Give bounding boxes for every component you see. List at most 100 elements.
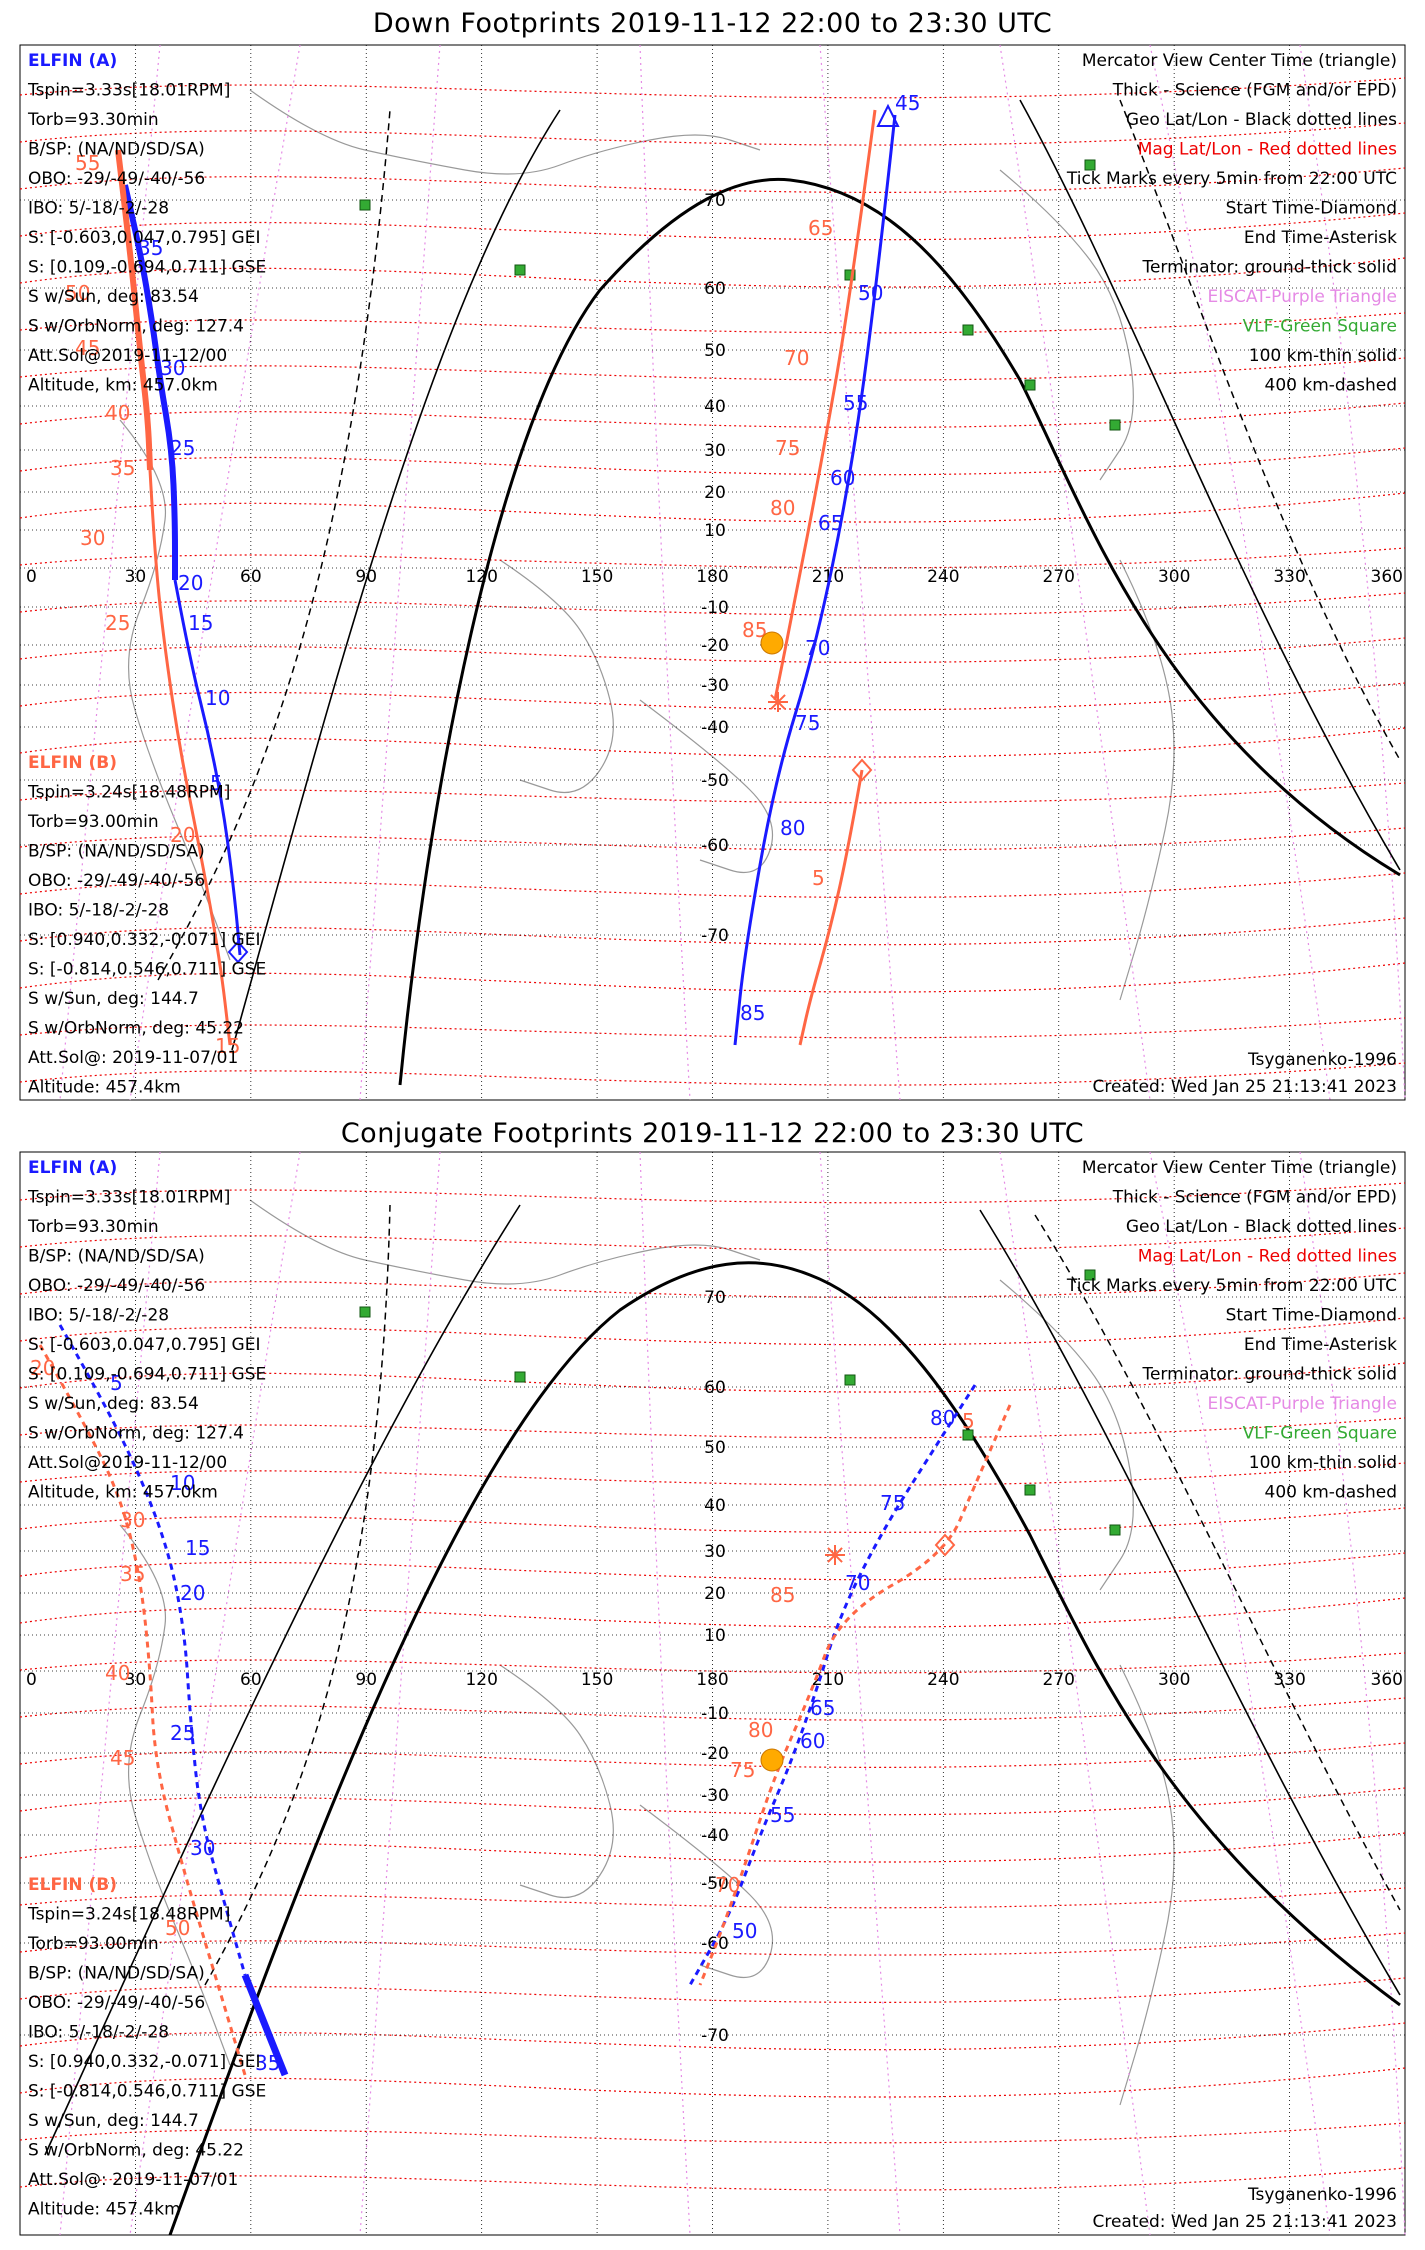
lon-label: 240 xyxy=(927,1670,959,1690)
mag-lat-line xyxy=(19,682,1406,711)
elfin-b-tick-label: 70 xyxy=(784,346,809,370)
mag-lat-line xyxy=(19,917,1406,946)
terminator-400km-line xyxy=(204,1204,391,1986)
lon-label: 90 xyxy=(355,1670,377,1690)
legend-line: Mercator View Center Time (triangle) xyxy=(1082,1158,1397,1178)
legend-line: 100 km-thin solid xyxy=(1249,1453,1397,1473)
mag-lon-line xyxy=(359,44,441,1101)
elfin-a-info-line: IBO: 5/-18/-2/-28 xyxy=(28,199,169,219)
panel-title: Conjugate Footprints 2019-11-12 22:00 to… xyxy=(340,1118,1085,1149)
lat-label: -70 xyxy=(701,2026,729,2046)
lat-label: -30 xyxy=(701,1786,729,1806)
elfin-b-tick-label: 75 xyxy=(730,1758,755,1782)
lat-label: -20 xyxy=(701,1744,729,1764)
elfin-b-tick-label: 75 xyxy=(775,436,800,460)
elfin-b-tick-label: 55 xyxy=(75,151,100,175)
terminator-ground-line xyxy=(168,1261,1401,2236)
lon-label: 30 xyxy=(125,1670,147,1690)
elfin-a-tick-label: 50 xyxy=(732,1919,757,1943)
elfin-a-info-line: OBO: -29/-49/-40/-56 xyxy=(28,169,205,189)
coastline xyxy=(639,1804,774,1979)
mag-lat-line xyxy=(19,1017,1406,1039)
legend-line: End Time-Asterisk xyxy=(1244,1335,1397,1355)
lat-label: 10 xyxy=(704,1626,726,1646)
elfin-a-info-line: Att.Sol@2019-11-12/00 xyxy=(28,1453,227,1473)
legend-line: Thick - Science (FGM and/or EPD) xyxy=(1112,1188,1397,1208)
legend-line: Thick - Science (FGM and/or EPD) xyxy=(1112,81,1397,101)
subsolar-sun-icon xyxy=(760,631,784,655)
legend-line: EISCAT-Purple Triangle xyxy=(1207,287,1397,307)
coastline xyxy=(1119,1664,1175,2106)
lon-label: 300 xyxy=(1158,567,1190,587)
elfin-a-track xyxy=(122,184,178,580)
legend-line: Start Time-Diamond xyxy=(1226,199,1397,219)
view-center-triangle xyxy=(876,103,900,127)
elfin-b-tick-label: 45 xyxy=(110,1746,135,1770)
created-timestamp: Created: Wed Jan 25 21:13:41 2023 xyxy=(1092,2212,1397,2232)
legend-line: Start Time-Diamond xyxy=(1226,1306,1397,1326)
mag-lon-line xyxy=(59,44,161,1101)
lon-label: 180 xyxy=(696,1670,728,1690)
mag-lat-line xyxy=(19,1742,1406,1768)
elfin-b-tick-label: 35 xyxy=(110,456,135,480)
coastline xyxy=(119,1524,231,2066)
elfin-a-tick-label: 55 xyxy=(770,1803,795,1827)
legend-line: VLF-Green Square xyxy=(1243,317,1397,337)
elfin-a-info-line: B/SP: (NA/ND/SD/SA) xyxy=(28,140,205,160)
legend-line: Tick Marks every 5min from 22:00 UTC xyxy=(1066,169,1397,189)
mag-lat-line xyxy=(19,637,1406,663)
model-label: Tsyganenko-1996 xyxy=(1247,1050,1397,1070)
elfin-b-info-line: Tspin=3.24s[18.48RPM] xyxy=(27,1905,230,1925)
elfin-b-info-line: OBO: -29/-49/-40/-56 xyxy=(28,871,205,891)
mag-lat-line xyxy=(19,492,1406,523)
lon-label: 120 xyxy=(465,1670,497,1690)
lat-label: 40 xyxy=(704,397,726,417)
elfin-a-info-line: B/SP: (NA/ND/SD/SA) xyxy=(28,1247,205,1267)
mag-lat-line xyxy=(19,1227,1406,1251)
terminator-100km-line xyxy=(979,1209,1401,1996)
mag-lat-line xyxy=(19,257,1406,288)
elfin-b-info-line: S: [-0.814,0.546,0.711] GSE xyxy=(28,2082,266,2102)
coastline xyxy=(999,169,1134,481)
mag-lat-line xyxy=(19,2167,1406,2191)
mag-lat-line xyxy=(19,167,1406,193)
elfin-a-track xyxy=(241,1973,289,2077)
elfin-b-heading: ELFIN (B) xyxy=(28,753,117,773)
elfin-a-info-line: Tspin=3.33s[18.01RPM] xyxy=(27,1188,230,1208)
mag-lat-line xyxy=(19,122,1406,146)
legend-line: 100 km-thin solid xyxy=(1249,346,1397,366)
elfin-a-tick-label: 15 xyxy=(188,611,213,635)
vlf-station-marker xyxy=(1084,159,1096,171)
elfin-a-tick-label: 25 xyxy=(170,436,195,460)
vlf-station-marker xyxy=(359,199,371,211)
mag-lat-line xyxy=(19,2122,1406,2144)
mag-lat-line xyxy=(19,872,1406,898)
mag-lat-line xyxy=(19,547,1406,569)
lat-label: 20 xyxy=(704,483,726,503)
mag-lat-line xyxy=(19,1317,1406,1346)
elfin-b-info-line: S w/OrbNorm, deg: 45.22 xyxy=(28,2141,244,2161)
elfin-b-info-line: Torb=93.00min xyxy=(27,812,159,832)
elfin-a-heading: ELFIN (A) xyxy=(28,1158,117,1178)
mag-lon-line xyxy=(129,44,301,1101)
panel-title: Down Footprints 2019-11-12 22:00 to 23:3… xyxy=(372,8,1053,39)
elfin-b-tick-label: 5 xyxy=(812,866,825,890)
lon-label: 240 xyxy=(927,567,959,587)
elfin-b-tick-label: 20 xyxy=(170,823,195,847)
elfin-b-tick-label: 15 xyxy=(215,1034,240,1058)
elfin-b-tick-label: 5 xyxy=(962,1409,975,1433)
mag-lat-line xyxy=(19,2067,1406,2098)
legend-line: 400 km-dashed xyxy=(1265,1483,1397,1503)
lon-label: 360 xyxy=(1371,1670,1403,1690)
elfin-a-heading: ELFIN (A) xyxy=(28,51,117,71)
elfin-b-info-line: Torb=93.00min xyxy=(27,1934,159,1954)
elfin-b-info-line: S w/OrbNorm, deg: 45.22 xyxy=(28,1019,244,1039)
elfin-b-tick-label: 40 xyxy=(105,1661,130,1685)
mag-lat-line xyxy=(19,357,1406,381)
lat-label: 50 xyxy=(704,1438,726,1458)
elfin-b-info-line: Altitude: 457.4km xyxy=(28,2200,181,2220)
mag-lat-line xyxy=(19,1787,1406,1816)
mag-lat-line xyxy=(19,1697,1406,1721)
lon-label: 0 xyxy=(26,1670,37,1690)
legend-line: Terminator: ground-thick solid xyxy=(1141,1365,1397,1385)
